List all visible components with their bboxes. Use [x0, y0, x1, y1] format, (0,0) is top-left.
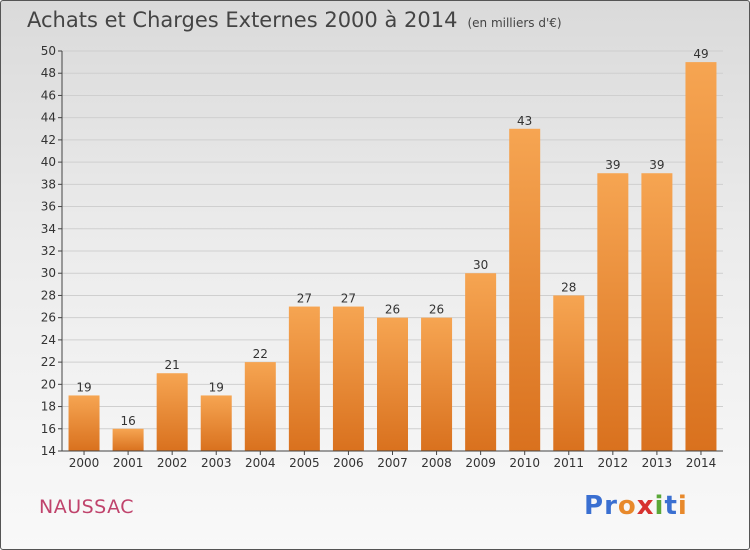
x-tick-label: 2012 [598, 456, 629, 470]
x-tick-label: 2003 [201, 456, 232, 470]
bar-2009 [465, 273, 497, 451]
logo-letter: t [664, 491, 678, 521]
bar-2010 [509, 128, 541, 451]
bar-2006 [332, 306, 364, 451]
bar-2011 [553, 295, 585, 451]
x-tick-label: 2000 [69, 456, 100, 470]
y-tick-label: 26 [41, 311, 56, 325]
value-label: 43 [517, 114, 532, 128]
x-tick-label: 2001 [113, 456, 144, 470]
bar-2012 [597, 173, 629, 451]
bar-2013 [641, 173, 673, 451]
x-tick-label: 2014 [686, 456, 717, 470]
y-tick-label: 36 [41, 200, 56, 214]
y-tick-label: 40 [41, 155, 56, 169]
value-label: 22 [253, 347, 268, 361]
y-tick-label: 24 [41, 333, 56, 347]
bar-2014 [685, 62, 717, 451]
y-tick-label: 28 [41, 288, 56, 302]
bar-2003 [200, 395, 232, 451]
x-tick-label: 2005 [289, 456, 320, 470]
logo-letter: i [654, 491, 665, 521]
value-label: 27 [341, 292, 356, 306]
x-tick-label: 2010 [509, 456, 540, 470]
bar-2001 [112, 428, 144, 451]
chart-subtitle: (en milliers d'€) [467, 16, 562, 30]
x-tick-label: 2002 [157, 456, 188, 470]
bar-2008 [421, 317, 453, 451]
y-tick-label: 32 [41, 244, 56, 258]
bar-2007 [377, 317, 408, 451]
proxiti-logo: Proxiti [584, 491, 688, 521]
value-label: 30 [473, 258, 488, 272]
axes [58, 50, 723, 455]
y-tick-label: 44 [41, 111, 56, 125]
x-tick-label: 2007 [377, 456, 408, 470]
y-tick-label: 14 [41, 444, 56, 458]
value-label: 19 [76, 380, 91, 394]
value-label: 39 [605, 158, 620, 172]
y-tick-label: 48 [41, 66, 56, 80]
logo-letter: o [617, 491, 637, 521]
value-label: 16 [120, 414, 135, 428]
y-tick-label: 42 [41, 133, 56, 147]
x-tick-label: 2013 [642, 456, 673, 470]
value-label: 28 [561, 280, 576, 294]
value-label: 21 [165, 358, 180, 372]
value-label: 19 [209, 380, 224, 394]
logo-letter: x [636, 491, 655, 521]
x-tick-label: 2004 [245, 456, 276, 470]
y-tick-label: 22 [41, 355, 56, 369]
value-label: 26 [385, 303, 400, 317]
y-tick-label: 16 [41, 422, 56, 436]
x-tick-label: 2008 [421, 456, 452, 470]
value-label: 39 [649, 158, 664, 172]
bar-2000 [68, 395, 100, 451]
y-tick-label: 20 [41, 377, 56, 391]
value-label: 26 [429, 303, 444, 317]
logo-letter: P [584, 491, 605, 521]
bars [68, 62, 717, 451]
logo-letter: i [677, 491, 688, 521]
commune-name: NAUSSAC [39, 496, 135, 518]
y-tick-label: 34 [41, 222, 56, 236]
y-tick-label: 50 [41, 44, 56, 58]
y-tick-label: 46 [41, 88, 56, 102]
y-tick-label: 30 [41, 266, 56, 280]
value-label: 49 [693, 47, 708, 61]
x-tick-label: 2011 [553, 456, 584, 470]
chart-title: Achats et Charges Externes 2000 à 2014 (e… [27, 8, 562, 32]
labels: 14 16 18 20 22 24 26 28 30 32 34 36 38 40 42 44 46 48 50 19… [41, 44, 717, 470]
x-tick-label: 2006 [333, 456, 364, 470]
y-tick-label: 38 [41, 177, 56, 191]
y-tick-label: 18 [41, 400, 56, 414]
value-label: 27 [297, 292, 312, 306]
title-text: Achats et Charges Externes 2000 à 2014 [27, 8, 458, 32]
bar-2004 [244, 362, 276, 451]
logo-letter: r [604, 491, 618, 521]
x-tick-label: 2009 [465, 456, 496, 470]
bar-2005 [288, 306, 320, 451]
bar-2002 [156, 373, 188, 451]
